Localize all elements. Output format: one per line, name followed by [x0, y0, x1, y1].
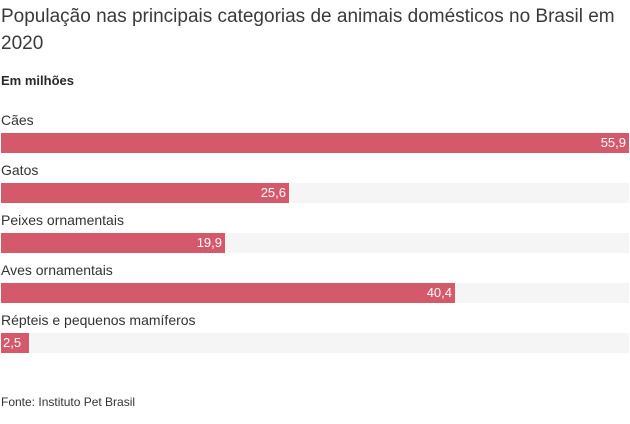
chart-title: População nas principais categorias de a…: [1, 6, 615, 54]
category-label: Gatos: [1, 162, 39, 178]
bar-track: 40,4: [1, 283, 629, 303]
bar-track: 2,5: [1, 333, 629, 353]
bar: 40,4: [1, 283, 455, 303]
bar-track: 25,6: [1, 183, 629, 203]
value-label: 25,6: [260, 185, 286, 200]
bar: 19,9: [1, 233, 225, 253]
bar: 25,6: [1, 183, 289, 203]
value-label: 40,4: [426, 285, 452, 300]
bar-track: 19,9: [1, 233, 629, 253]
bar: 55,9: [1, 133, 629, 153]
chart-subtitle: Em milhões: [1, 73, 74, 88]
category-label: Répteis e pequenos mamíferos: [1, 312, 196, 328]
bar-track: 55,9: [1, 133, 629, 153]
source-note: Fonte: Instituto Pet Brasil: [1, 395, 136, 409]
category-label: Peixes ornamentais: [1, 212, 124, 228]
value-label: 55,9: [600, 135, 626, 150]
value-label: 19,9: [196, 235, 222, 250]
bar: 2,5: [1, 333, 29, 353]
value-label: 2,5: [3, 335, 22, 350]
category-label: Cães: [1, 112, 34, 128]
category-label: Aves ornamentais: [1, 262, 113, 278]
